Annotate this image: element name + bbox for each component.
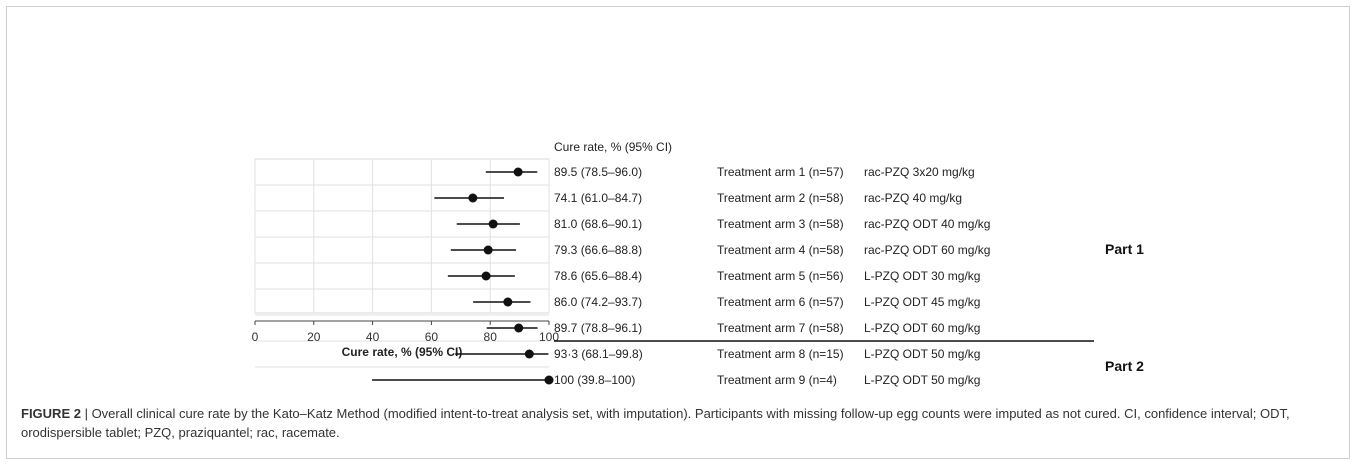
x-tick-label: 20 (307, 330, 321, 344)
point-estimate (544, 375, 554, 385)
cure-rate-label: 89.7 (78.8–96.1) (554, 321, 642, 335)
treatment-arm-label: Treatment arm 9 (n=4) (717, 373, 837, 387)
cure-rate-label: 79.3 (66.6–88.8) (554, 243, 642, 257)
regimen-label: L-PZQ ODT 30 mg/kg (864, 269, 980, 283)
cure-rate-label: 78.6 (65.6–88.4) (554, 269, 642, 283)
treatment-arm-label: Treatment arm 2 (n=58) (717, 191, 844, 205)
treatment-arm-label: Treatment arm 4 (n=58) (717, 243, 844, 257)
treatment-arm-label: Treatment arm 3 (n=58) (717, 217, 844, 231)
point-estimate (513, 167, 523, 177)
x-tick-label: 40 (366, 330, 380, 344)
point-estimate (524, 349, 534, 359)
cure-rate-label: 93·3 (68.1–99.8) (554, 347, 643, 361)
cure-rate-label: 100 (39.8–100) (554, 373, 635, 387)
treatment-arm-label: Treatment arm 8 (n=15) (717, 347, 844, 361)
regimen-label: L-PZQ ODT 50 mg/kg (864, 373, 980, 387)
treatment-arm-label: Treatment arm 7 (n=58) (717, 321, 844, 335)
point-estimate (481, 271, 491, 281)
point-estimate (483, 245, 493, 255)
point-estimate (514, 323, 524, 333)
caption-text: | Overall clinical cure rate by the Kato… (21, 406, 1290, 440)
cure-rate-label: 81.0 (68.6–90.1) (554, 217, 642, 231)
x-tick-label: 0 (252, 330, 259, 344)
cure-rate-label: 89.5 (78.5–96.0) (554, 165, 642, 179)
regimen-label: rac-PZQ ODT 40 mg/kg (864, 217, 990, 231)
treatment-arm-label: Treatment arm 5 (n=56) (717, 269, 844, 283)
group-label: Part 1 (1105, 241, 1144, 257)
regimen-label: rac-PZQ 40 mg/kg (864, 191, 962, 205)
regimen-label: rac-PZQ ODT 60 mg/kg (864, 243, 990, 257)
regimen-label: L-PZQ ODT 50 mg/kg (864, 347, 980, 361)
x-axis-title: Cure rate, % (95% CI) (342, 345, 463, 359)
point-estimate (468, 193, 478, 203)
treatment-arm-label: Treatment arm 1 (n=57) (717, 165, 844, 179)
point-estimate (503, 297, 513, 307)
cure-rate-label: 86.0 (74.2–93.7) (554, 295, 642, 309)
cure-rate-label: 74.1 (61.0–84.7) (554, 191, 642, 205)
x-tick-label: 80 (484, 330, 498, 344)
regimen-label: rac-PZQ 3x20 mg/kg (864, 165, 975, 179)
column-header: Cure rate, % (95% CI) (554, 140, 672, 154)
figure-frame: 0 20 40 60 80 100 Cure rate, % (95% CI) Cure ra… (6, 6, 1350, 459)
group-label: Part 2 (1105, 358, 1144, 374)
x-tick-label: 60 (425, 330, 439, 344)
treatment-arm-label: Treatment arm 6 (n=57) (717, 295, 844, 309)
point-estimate (488, 219, 498, 229)
caption-lead: FIGURE 2 (21, 406, 81, 421)
figure-caption: FIGURE 2 | Overall clinical cure rate by… (21, 404, 1346, 442)
plot-area-border (254, 158, 550, 314)
regimen-label: L-PZQ ODT 60 mg/kg (864, 321, 980, 335)
regimen-label: L-PZQ ODT 45 mg/kg (864, 295, 980, 309)
